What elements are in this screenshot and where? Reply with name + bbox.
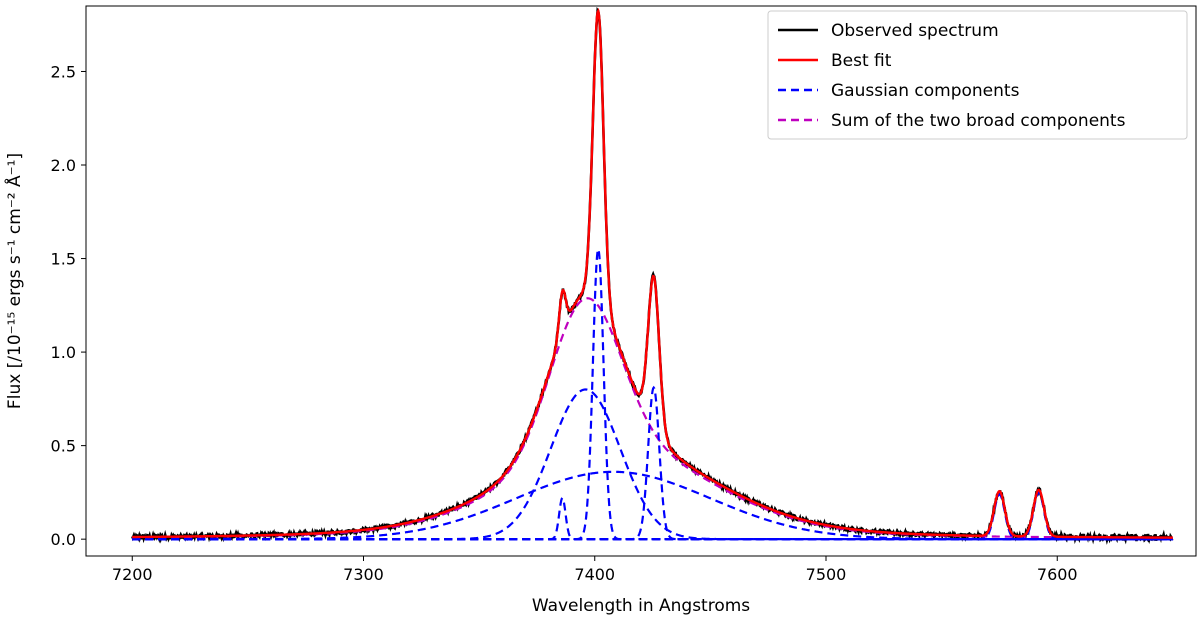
- x-tick-label: 7200: [112, 565, 153, 584]
- gaussian-component-7: [132, 491, 1173, 541]
- gaussian-component-5: [132, 385, 1173, 541]
- y-tick-label: 2.5: [51, 62, 76, 81]
- y-tick-label: 2.0: [51, 156, 76, 175]
- y-tick-label: 0.0: [51, 530, 76, 549]
- legend: Observed spectrum Best fit Gaussian compon…: [767, 10, 1188, 140]
- x-tick-label: 7400: [574, 565, 615, 584]
- y-tick-label: 0.5: [51, 437, 76, 456]
- series-layer: [131, 6, 1174, 545]
- legend-label: Gaussian components: [831, 81, 1020, 101]
- y-tick-label: 1.0: [51, 343, 76, 362]
- x-axis-label: Wavelength in Angstroms: [532, 596, 750, 616]
- gaussian-component-2: [132, 470, 1173, 541]
- y-axis-label: Flux [/10⁻¹⁵ ergs s⁻¹ cm⁻² Å⁻¹]: [3, 153, 25, 409]
- x-tick-label: 7600: [1037, 565, 1078, 584]
- x-tick-label: 7500: [806, 565, 847, 584]
- axis-ticks: 7200 7300 7400 7500 7600 0.0 0.5 1.0 1.5 2.0 2.5: [51, 62, 1078, 584]
- legend-box: [767, 10, 1188, 140]
- legend-label: Sum of the two broad components: [831, 111, 1126, 131]
- broad-sum-line: [132, 297, 1173, 539]
- plot-frame: [85, 5, 1197, 557]
- y-tick-label: 1.5: [51, 250, 76, 269]
- x-tick-label: 7300: [343, 565, 384, 584]
- best-fit-line: [132, 7, 1173, 539]
- legend-label: Observed spectrum: [831, 21, 999, 41]
- gaussian-component-1: [132, 388, 1173, 541]
- legend-label: Best fit: [831, 51, 892, 71]
